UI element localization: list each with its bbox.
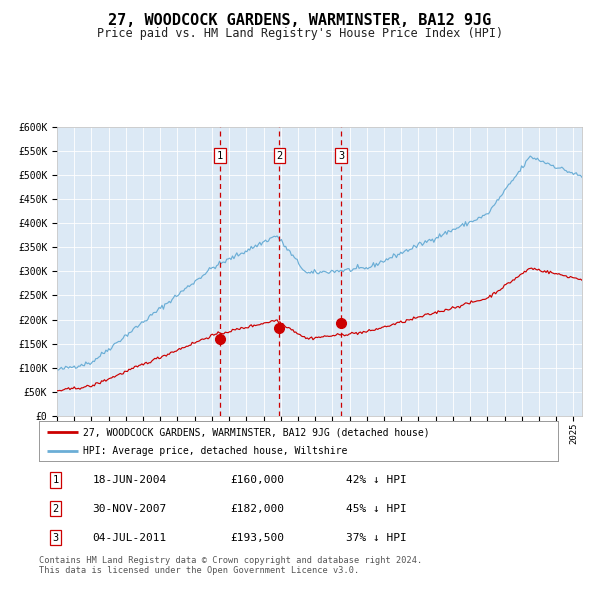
Text: £182,000: £182,000	[230, 504, 284, 514]
Text: 27, WOODCOCK GARDENS, WARMINSTER, BA12 9JG (detached house): 27, WOODCOCK GARDENS, WARMINSTER, BA12 9…	[83, 427, 430, 437]
Text: 37% ↓ HPI: 37% ↓ HPI	[346, 533, 407, 543]
Text: 3: 3	[52, 533, 59, 543]
Text: 27, WOODCOCK GARDENS, WARMINSTER, BA12 9JG: 27, WOODCOCK GARDENS, WARMINSTER, BA12 9…	[109, 13, 491, 28]
Text: 2: 2	[276, 151, 283, 160]
Text: Price paid vs. HM Land Registry's House Price Index (HPI): Price paid vs. HM Land Registry's House …	[97, 27, 503, 40]
Text: 3: 3	[338, 151, 344, 160]
Text: 18-JUN-2004: 18-JUN-2004	[92, 475, 167, 485]
Text: 45% ↓ HPI: 45% ↓ HPI	[346, 504, 407, 514]
Text: HPI: Average price, detached house, Wiltshire: HPI: Average price, detached house, Wilt…	[83, 447, 347, 456]
Text: 1: 1	[52, 475, 59, 485]
Text: 1: 1	[217, 151, 223, 160]
Text: 42% ↓ HPI: 42% ↓ HPI	[346, 475, 407, 485]
Text: £193,500: £193,500	[230, 533, 284, 543]
Text: Contains HM Land Registry data © Crown copyright and database right 2024.: Contains HM Land Registry data © Crown c…	[39, 556, 422, 565]
Text: 2: 2	[52, 504, 59, 514]
Text: This data is licensed under the Open Government Licence v3.0.: This data is licensed under the Open Gov…	[39, 566, 359, 575]
Text: £160,000: £160,000	[230, 475, 284, 485]
Text: 04-JUL-2011: 04-JUL-2011	[92, 533, 167, 543]
Text: 30-NOV-2007: 30-NOV-2007	[92, 504, 167, 514]
